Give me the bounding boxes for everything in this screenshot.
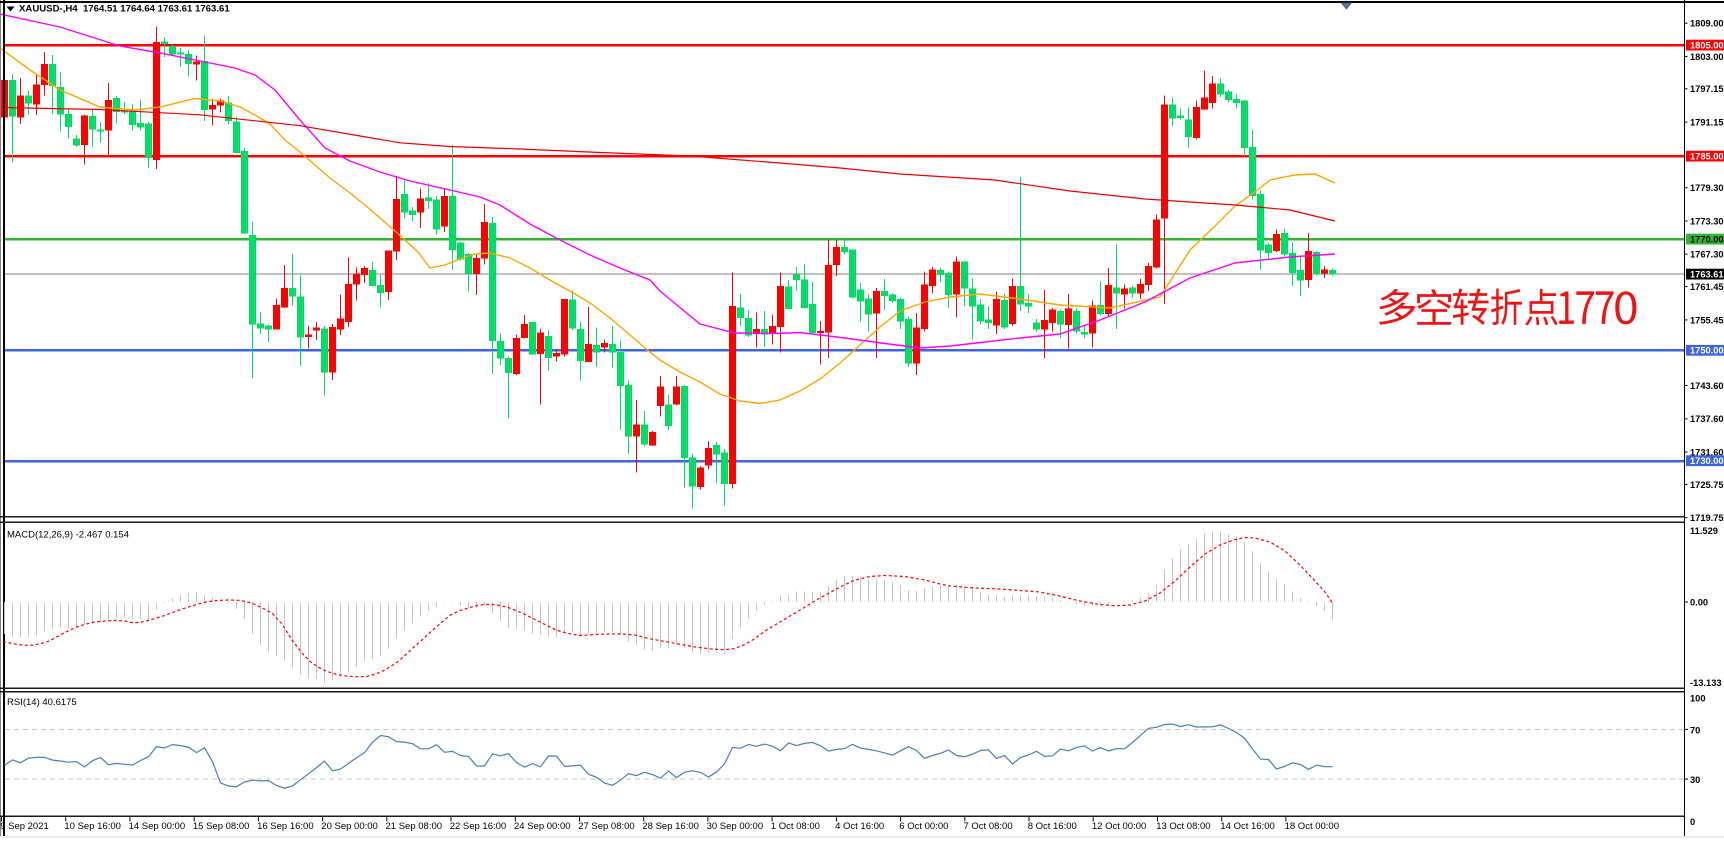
svg-text:18 Oct 00:00: 18 Oct 00:00 [1285,821,1339,832]
svg-text:1779.30: 1779.30 [1690,183,1724,193]
svg-text:1730.00: 1730.00 [1690,456,1724,466]
svg-text:0.00: 0.00 [1690,597,1708,607]
svg-text:1763.61: 1763.61 [1690,270,1724,280]
svg-text:8 Oct 16:00: 8 Oct 16:00 [1028,821,1077,832]
svg-text:15 Sep 08:00: 15 Sep 08:00 [193,821,250,832]
svg-text:1791.15: 1791.15 [1690,118,1724,128]
svg-text:1770.00: 1770.00 [1690,235,1724,245]
svg-text:1803.00: 1803.00 [1690,52,1724,62]
svg-text:XAUUSD-,H4 1764.51 1764.64 17: XAUUSD-,H4 1764.51 1764.64 1763.61 1763.… [19,4,230,15]
svg-text:7 Oct 08:00: 7 Oct 08:00 [964,821,1013,832]
svg-text:16 Sep 16:00: 16 Sep 16:00 [257,821,314,832]
svg-text:1719.75: 1719.75 [1690,513,1724,523]
svg-text:4 Oct 16:00: 4 Oct 16:00 [835,821,884,832]
svg-text:14 Sep 00:00: 14 Sep 00:00 [129,821,186,832]
svg-text:1773.30: 1773.30 [1690,216,1724,226]
svg-text:9 Sep 2021: 9 Sep 2021 [0,821,49,832]
svg-text:13 Oct 08:00: 13 Oct 08:00 [1156,821,1210,832]
svg-text:1755.45: 1755.45 [1690,315,1724,325]
svg-text:11.529: 11.529 [1690,526,1718,536]
svg-text:1785.00: 1785.00 [1690,152,1724,162]
svg-text:30: 30 [1690,775,1700,785]
svg-text:0: 0 [1690,817,1695,827]
svg-text:6 Oct 00:00: 6 Oct 00:00 [899,821,948,832]
svg-text:1725.75: 1725.75 [1690,480,1724,490]
svg-text:10 Sep 16:00: 10 Sep 16:00 [64,821,121,832]
svg-text:1737.60: 1737.60 [1690,414,1724,424]
svg-text:1805.00: 1805.00 [1690,41,1724,51]
svg-text:1 Oct 08:00: 1 Oct 08:00 [771,821,820,832]
svg-text:1750.00: 1750.00 [1690,346,1724,356]
svg-text:22 Sep 16:00: 22 Sep 16:00 [450,821,507,832]
svg-text:21 Sep 08:00: 21 Sep 08:00 [386,821,443,832]
svg-text:70: 70 [1690,726,1700,736]
svg-text:14 Oct 16:00: 14 Oct 16:00 [1220,821,1274,832]
svg-text:-13.133: -13.133 [1690,678,1722,688]
svg-text:1767.30: 1767.30 [1690,250,1724,260]
svg-text:1809.00: 1809.00 [1690,19,1724,29]
svg-text:1797.15: 1797.15 [1690,84,1724,94]
svg-text:1761.45: 1761.45 [1690,282,1724,292]
svg-text:RSI(14) 40.6175: RSI(14) 40.6175 [7,697,77,708]
svg-text:12 Oct 00:00: 12 Oct 00:00 [1092,821,1146,832]
svg-text:27 Sep 08:00: 27 Sep 08:00 [578,821,635,832]
svg-text:100: 100 [1690,694,1706,704]
svg-text:30 Sep 00:00: 30 Sep 00:00 [707,821,764,832]
svg-text:1743.60: 1743.60 [1690,381,1724,391]
svg-text:24 Sep 00:00: 24 Sep 00:00 [514,821,571,832]
svg-text:20 Sep 00:00: 20 Sep 00:00 [321,821,378,832]
svg-text:28 Sep 16:00: 28 Sep 16:00 [642,821,699,832]
svg-text:MACD(12,26,9) -2.467 0.154: MACD(12,26,9) -2.467 0.154 [7,530,129,541]
svg-text:1731.60: 1731.60 [1690,447,1724,457]
